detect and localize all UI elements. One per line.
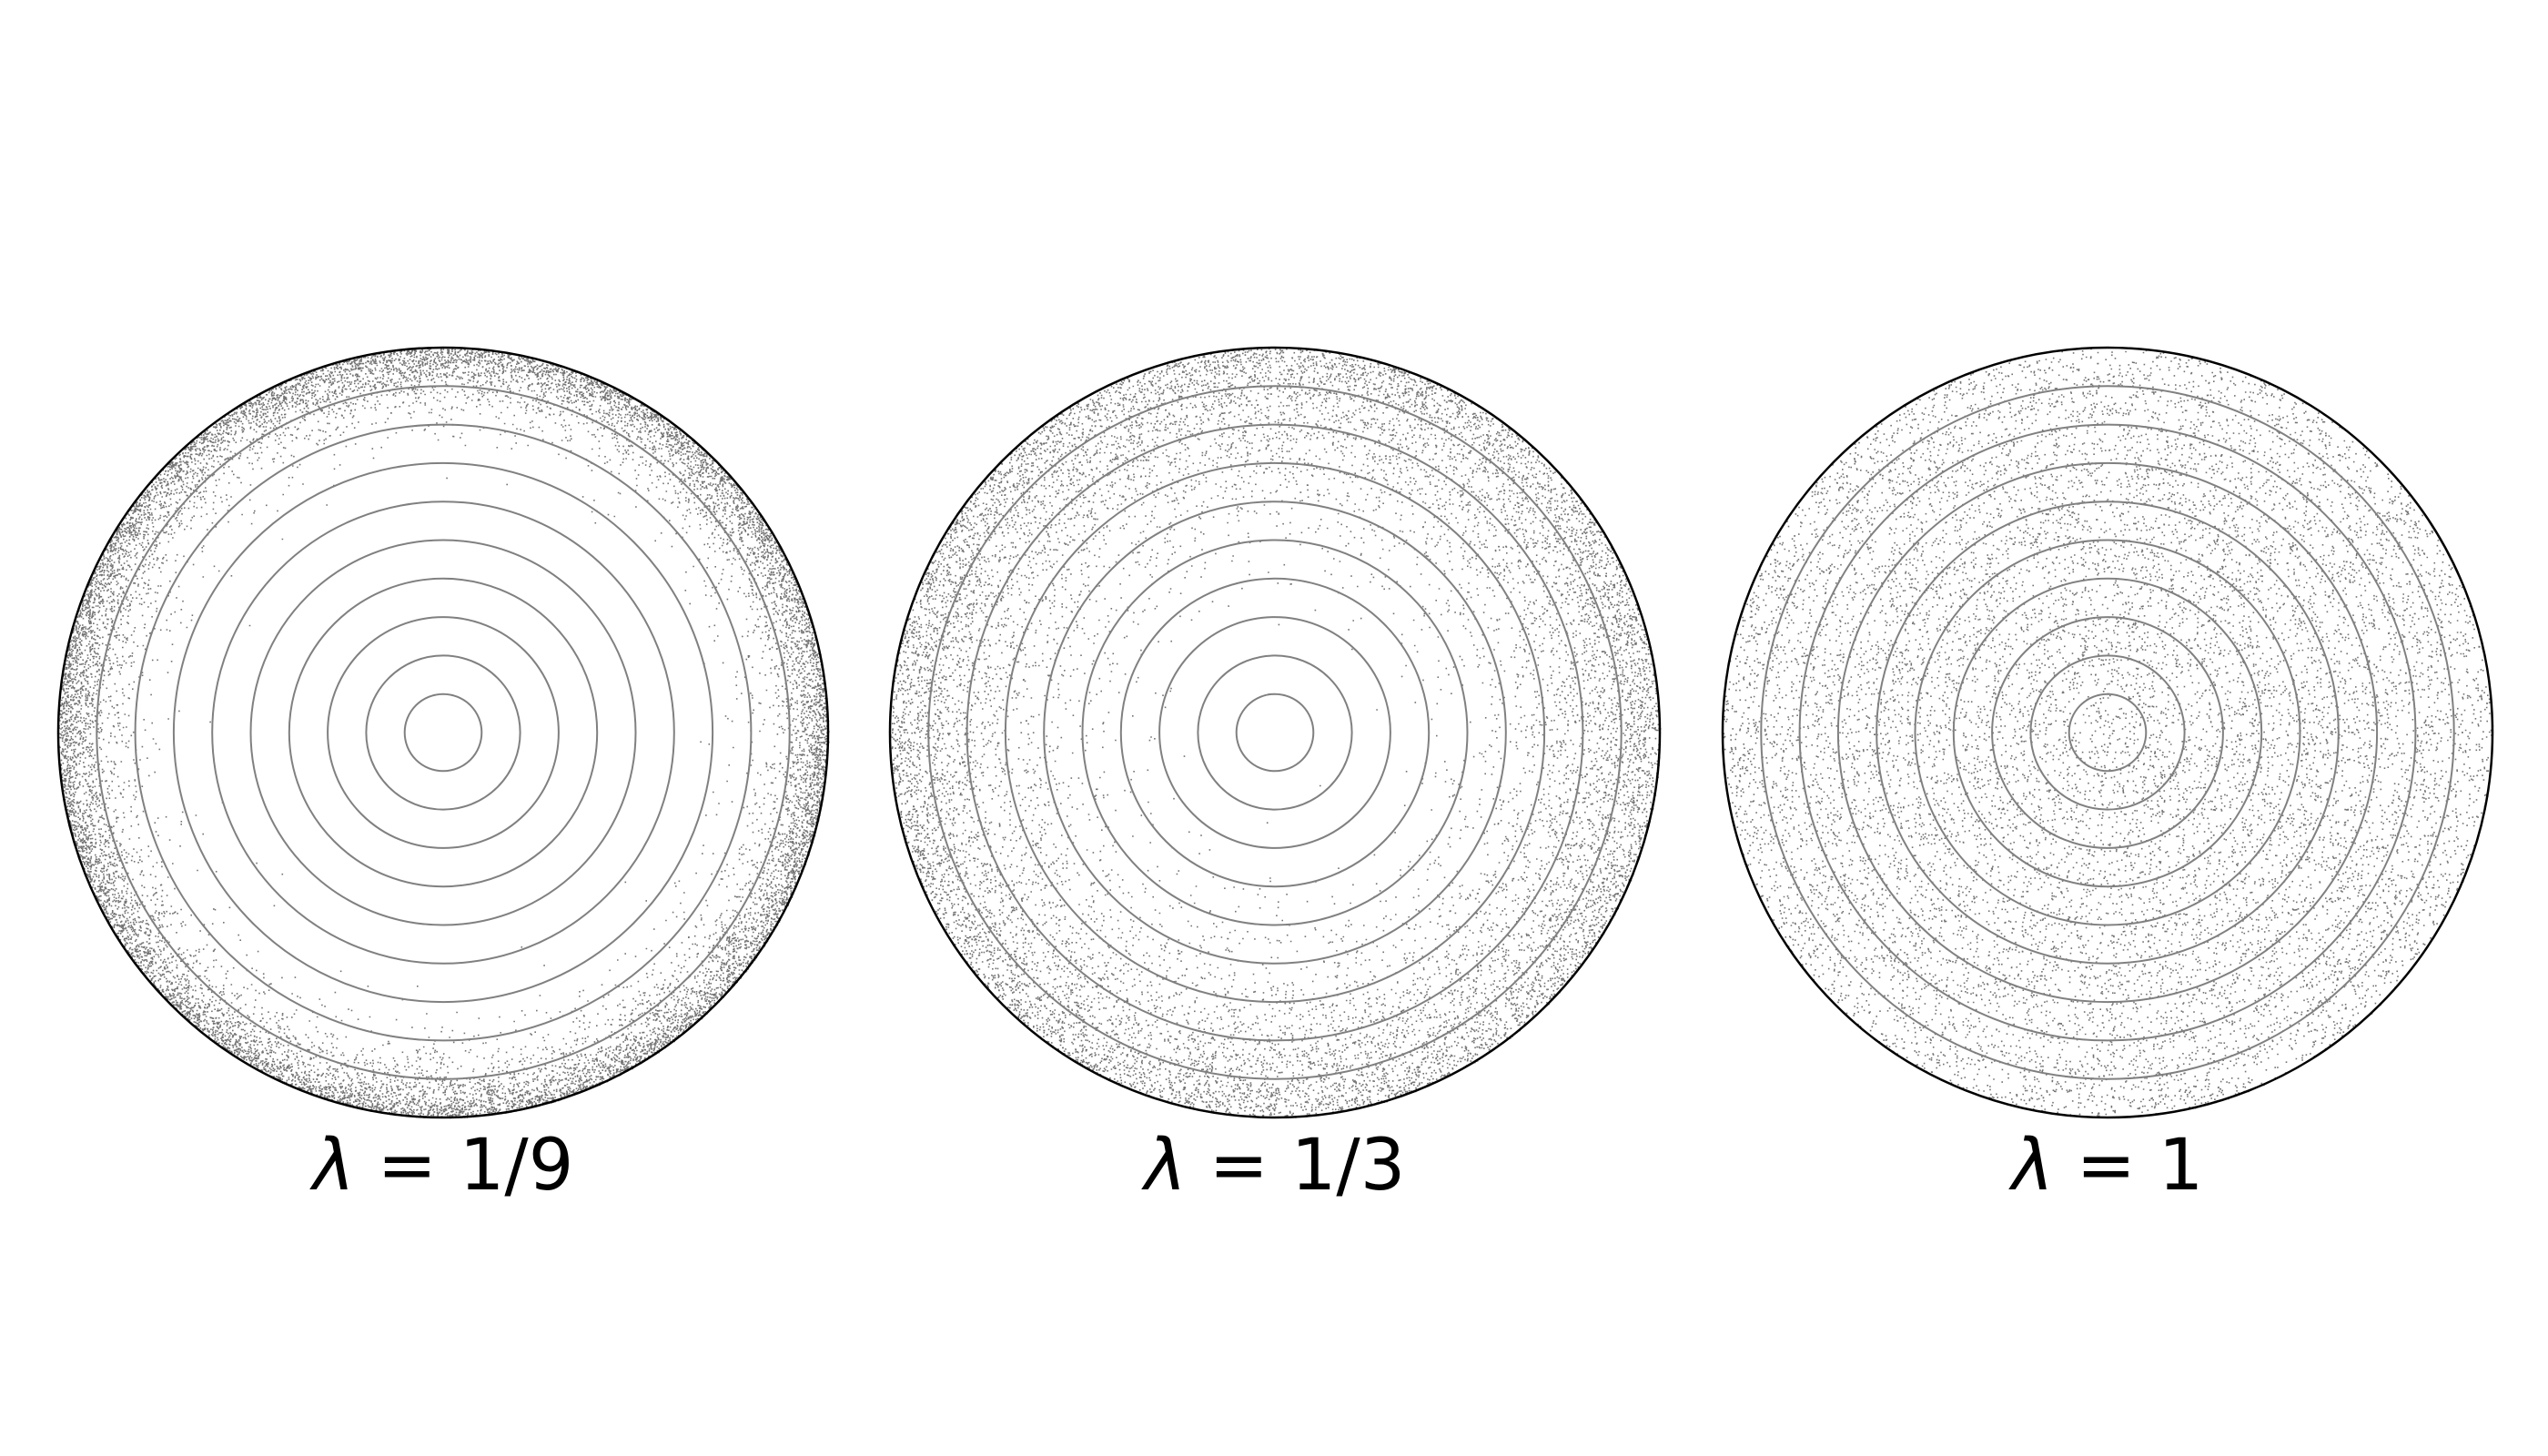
level-rings: [1760, 385, 2455, 1080]
level-ring: [1197, 654, 1353, 811]
level-ring: [927, 385, 1623, 1080]
level-ring: [1119, 577, 1431, 888]
disk-boundary: [56, 346, 830, 1119]
sample-point-cloud: [890, 348, 1662, 1118]
level-ring: [1158, 616, 1391, 849]
disk-boundary: [888, 346, 1662, 1119]
level-ring: [249, 539, 637, 926]
level-ring: [2068, 693, 2148, 773]
level-ring: [1952, 577, 2263, 888]
level-rings: [927, 385, 1623, 1080]
equals-sign: =: [2054, 1125, 2159, 1207]
level-ring: [288, 577, 599, 888]
level-ring: [1235, 693, 1315, 773]
level-ring: [1043, 500, 1507, 965]
level-ring: [1836, 461, 2379, 1004]
level-ring: [211, 500, 675, 965]
level-ring: [134, 423, 753, 1042]
lambda-symbol: λ: [1141, 1125, 1187, 1207]
sample-points: [890, 348, 1662, 1118]
disk-panel-lambda-1: λ = 1: [1721, 346, 2494, 1207]
lambda-value: 1/9: [460, 1125, 574, 1207]
equals-sign: =: [355, 1125, 460, 1207]
level-ring: [1081, 539, 1469, 926]
level-ring: [327, 616, 560, 849]
level-ring: [96, 385, 791, 1080]
level-ring: [365, 654, 521, 811]
level-ring: [1876, 500, 2340, 965]
level-rings: [96, 385, 791, 1080]
lambda-value: 1: [2159, 1125, 2204, 1207]
panel-label-lambda-1-9: λ = 1/9: [309, 1125, 574, 1207]
level-ring: [1798, 423, 2417, 1042]
level-ring: [966, 423, 1584, 1042]
level-ring: [1991, 616, 2224, 849]
level-ring: [1760, 385, 2455, 1080]
lambda-value: 1/3: [1291, 1125, 1406, 1207]
disk-panel-lambda-1-9: λ = 1/9: [56, 346, 830, 1207]
lambda-symbol: λ: [309, 1125, 355, 1207]
level-ring: [403, 693, 483, 773]
level-ring: [172, 461, 714, 1004]
panel-label-lambda-1-3: λ = 1/3: [1141, 1125, 1406, 1207]
panel-label-lambda-1: λ = 1: [2008, 1125, 2204, 1207]
equals-sign: =: [1187, 1125, 1291, 1207]
disk-boundary: [1721, 346, 2494, 1119]
lambda-symbol: λ: [2008, 1125, 2054, 1207]
level-ring: [1004, 461, 1546, 1004]
disk-panel-lambda-1-3: λ = 1/3: [888, 346, 1662, 1207]
level-ring: [2029, 654, 2186, 811]
level-ring: [1914, 539, 2301, 926]
